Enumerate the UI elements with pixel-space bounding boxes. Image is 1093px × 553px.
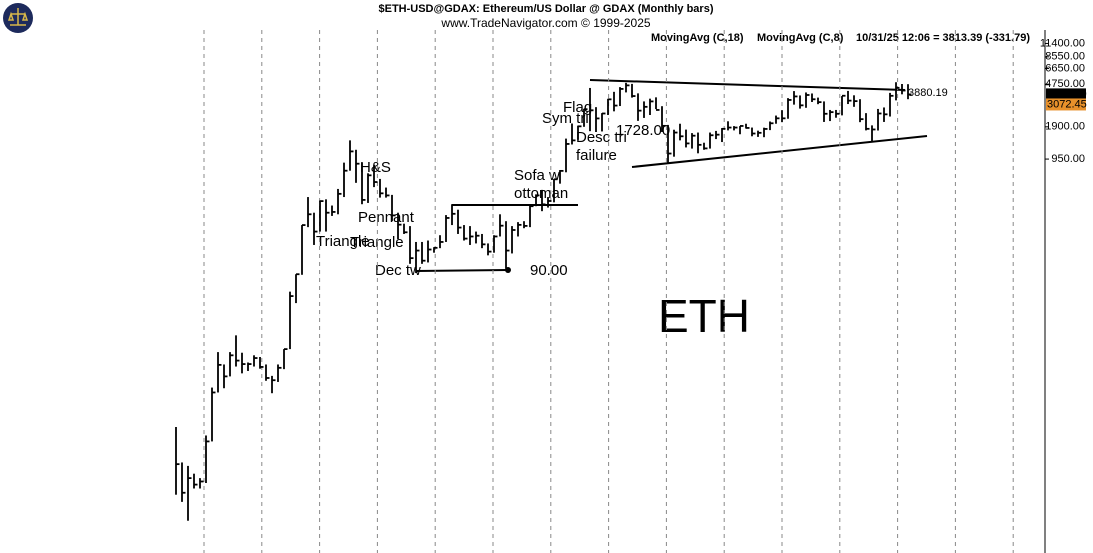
annotation: H&S	[360, 159, 391, 176]
trendlines	[415, 79, 928, 273]
trendline	[631, 135, 928, 168]
annotation: Desc tri	[576, 129, 627, 146]
annotation: 90.00	[530, 262, 568, 279]
annotation: Pennant	[358, 209, 415, 226]
price-label-box	[1046, 88, 1086, 101]
y-tick-label: 1900.00	[1045, 121, 1085, 133]
y-tick-label: 8550.00	[1045, 51, 1085, 63]
annotation: 1728.00	[616, 122, 670, 139]
logo-scale	[7, 8, 29, 26]
price-label: 3072.45	[1047, 98, 1087, 110]
logo	[3, 3, 33, 33]
y-tick-label: 950.00	[1051, 153, 1085, 165]
annotation: 3880.19	[908, 87, 948, 99]
symbol-label: ETH	[658, 290, 750, 342]
chart-subtitle: www.TradeNavigator.com © 1999-2025	[440, 16, 650, 30]
annotation: failure	[576, 147, 617, 164]
y-tick-label: 4750.00	[1045, 78, 1085, 90]
legend-entry: MovingAvg (C,18)	[651, 32, 744, 44]
price-label: 3813.39	[1047, 88, 1087, 100]
last-quote: 10/31/25 12:06 = 3813.39 (-331.79)	[856, 32, 1030, 44]
trendline	[589, 79, 906, 91]
annotation: Dec tw	[375, 262, 421, 279]
y-tick-label: 11400.00	[1040, 37, 1085, 49]
chart-title: $ETH-USD@GDAX: Ethereum/US Dollar @ GDAX…	[379, 3, 714, 15]
price-label-box	[1046, 98, 1086, 111]
trendline	[415, 269, 509, 272]
annotation: Triangle	[316, 233, 370, 250]
legend-entry: MovingAvg (C,8)	[757, 32, 844, 44]
annotation: Sofa w	[514, 167, 560, 184]
y-tick-label: 6650.00	[1045, 62, 1085, 74]
annotation: Sym tri	[542, 110, 589, 127]
annotation: Triangle	[350, 234, 404, 251]
